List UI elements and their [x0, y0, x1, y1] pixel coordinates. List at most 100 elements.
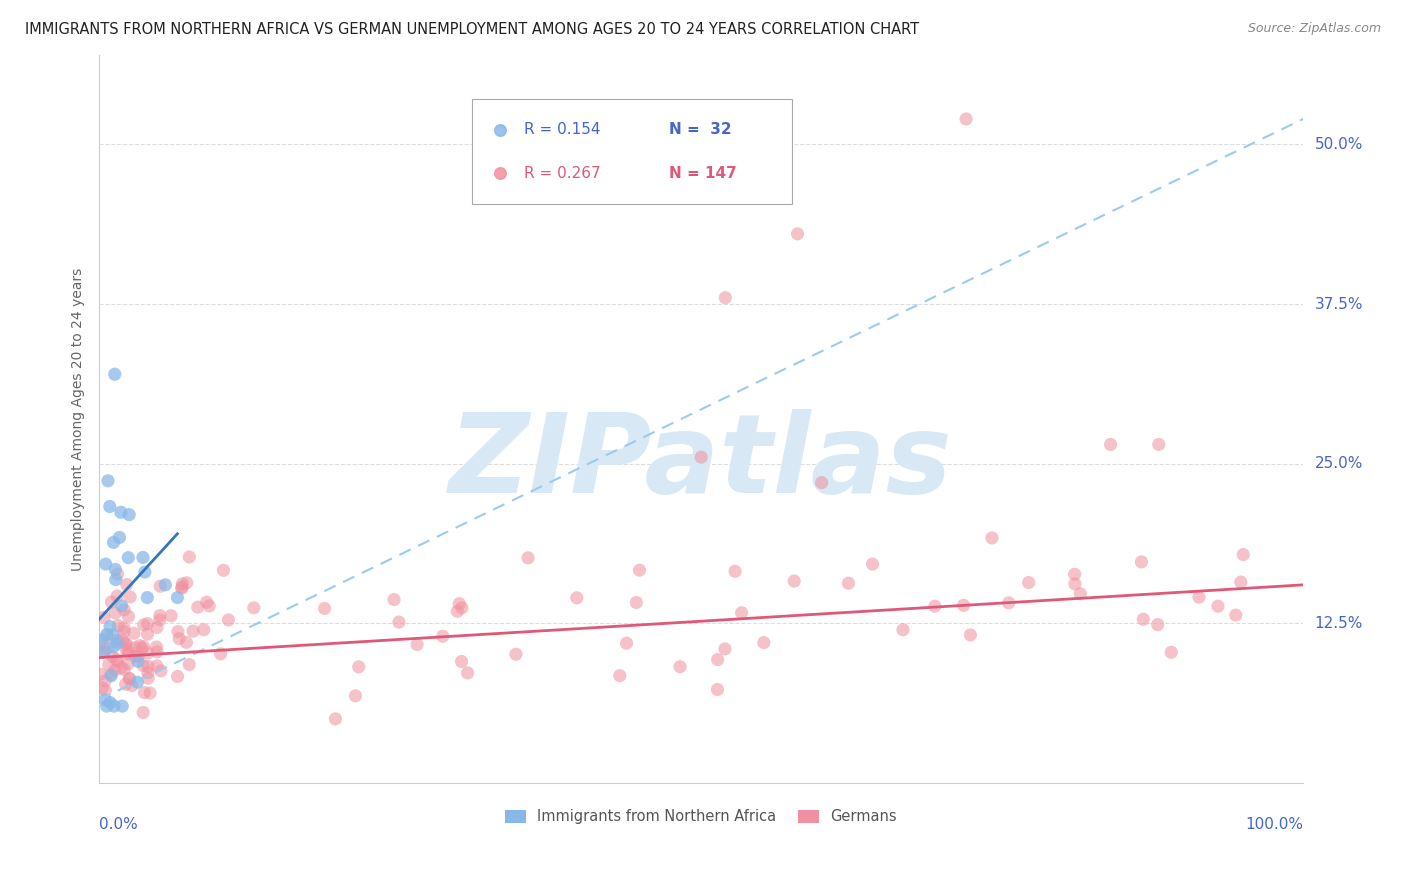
Point: [1230, 575, 1253, 590]
Point: [118, 672, 141, 686]
Point: [117, 647, 139, 661]
Point: [136, 659, 159, 673]
Point: [103, 535, 125, 549]
Point: [100, 595, 122, 609]
Point: [103, 640, 125, 654]
Point: [149, 608, 172, 623]
Point: [217, 613, 239, 627]
Point: [181, 624, 204, 639]
Legend: Immigrants from Northern Africa, Germans: Immigrants from Northern Africa, Germans: [499, 804, 903, 830]
Text: IMMIGRANTS FROM NORTHERN AFRICA VS GERMAN UNEMPLOYMENT AMONG AGES 20 TO 24 YEARS: IMMIGRANTS FROM NORTHERN AFRICA VS GERMA…: [25, 22, 920, 37]
Point: [114, 637, 136, 651]
Point: [96, 641, 118, 656]
Point: [314, 601, 336, 615]
Point: [1018, 575, 1040, 590]
Point: [132, 640, 155, 654]
Point: [959, 628, 981, 642]
Point: [108, 531, 131, 545]
Point: [432, 629, 454, 643]
Point: [406, 638, 429, 652]
Point: [107, 566, 129, 581]
Point: [91, 645, 114, 659]
Point: [1206, 599, 1229, 614]
Point: [952, 599, 974, 613]
Point: [132, 658, 155, 673]
Point: [96, 699, 118, 714]
Point: [136, 665, 159, 680]
Text: 0.0%: 0.0%: [100, 817, 138, 832]
Point: [616, 636, 638, 650]
Point: [111, 699, 134, 714]
Point: [176, 575, 198, 590]
Point: [94, 557, 117, 571]
Point: [1130, 555, 1153, 569]
Point: [187, 600, 209, 615]
Point: [347, 660, 370, 674]
Point: [955, 112, 977, 126]
Point: [810, 475, 832, 490]
Point: [134, 685, 156, 699]
Point: [122, 626, 145, 640]
Point: [94, 673, 117, 688]
Point: [100, 669, 122, 683]
Point: [243, 600, 266, 615]
Point: [730, 606, 752, 620]
Point: [209, 647, 232, 661]
Point: [325, 712, 347, 726]
Point: [565, 591, 588, 605]
Point: [170, 580, 193, 594]
Text: N =  32: N = 32: [669, 122, 731, 137]
Point: [96, 629, 118, 643]
Point: [179, 657, 201, 672]
Point: [94, 683, 117, 698]
FancyBboxPatch shape: [472, 99, 792, 204]
Point: [786, 227, 808, 241]
Point: [136, 671, 159, 685]
Point: [97, 474, 120, 488]
Point: [94, 692, 117, 706]
Point: [450, 655, 472, 669]
Point: [446, 604, 468, 618]
Point: [110, 505, 132, 519]
Point: [131, 641, 153, 656]
Point: [117, 645, 139, 659]
Text: R = 0.154: R = 0.154: [524, 122, 600, 137]
Point: [132, 706, 155, 720]
Point: [690, 450, 713, 465]
Point: [112, 603, 135, 617]
Point: [139, 686, 162, 700]
Point: [166, 591, 188, 605]
Point: [714, 641, 737, 656]
Point: [91, 681, 114, 695]
Point: [136, 646, 159, 660]
Point: [179, 549, 201, 564]
Point: [609, 668, 631, 682]
Point: [117, 609, 139, 624]
Point: [167, 624, 190, 639]
Point: [107, 655, 129, 669]
Text: 25.0%: 25.0%: [1315, 456, 1362, 471]
Point: [166, 669, 188, 683]
Point: [193, 623, 215, 637]
Point: [110, 660, 132, 674]
Point: [449, 597, 471, 611]
Point: [104, 573, 127, 587]
Point: [149, 613, 172, 627]
Point: [91, 632, 114, 647]
Point: [706, 652, 728, 666]
Point: [388, 615, 411, 629]
Point: [837, 576, 859, 591]
Point: [706, 682, 728, 697]
Text: 50.0%: 50.0%: [1315, 137, 1362, 152]
Point: [98, 619, 121, 633]
Point: [117, 550, 139, 565]
Point: [981, 531, 1004, 545]
Point: [1225, 608, 1247, 623]
Point: [752, 635, 775, 649]
Point: [107, 618, 129, 632]
Point: [382, 592, 405, 607]
Point: [98, 500, 121, 514]
Point: [176, 635, 198, 649]
Point: [136, 616, 159, 631]
Point: [145, 640, 167, 654]
